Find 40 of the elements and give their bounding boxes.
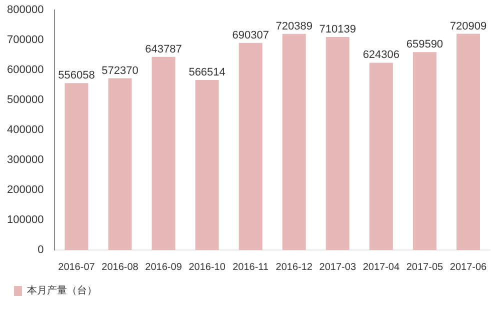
x-tick-label: 2016-07 bbox=[58, 262, 96, 273]
data-label: 720389 bbox=[276, 20, 312, 32]
bar bbox=[195, 80, 219, 250]
y-tick-label: 800000 bbox=[6, 4, 44, 16]
y-tick-label: 0 bbox=[38, 244, 44, 256]
legend-label: 本月产量（台） bbox=[27, 284, 97, 297]
x-tick-label: 2016-08 bbox=[102, 262, 139, 273]
bar bbox=[369, 62, 393, 250]
x-tick-label: 2016-12 bbox=[276, 262, 313, 273]
x-tick-label: 2016-10 bbox=[188, 262, 226, 273]
data-label: 556058 bbox=[58, 70, 95, 82]
x-tick-label: 2017-06 bbox=[450, 262, 488, 273]
y-tick-label: 200000 bbox=[6, 184, 44, 196]
y-tick-label: 300000 bbox=[6, 154, 44, 166]
bar bbox=[108, 78, 132, 250]
data-label: 566514 bbox=[188, 66, 226, 79]
bar bbox=[64, 83, 88, 250]
y-tick-label: 100000 bbox=[6, 214, 44, 226]
y-tick-label: 500000 bbox=[6, 94, 44, 106]
x-tick-label: 2017-04 bbox=[362, 262, 400, 273]
data-label: 572370 bbox=[102, 64, 138, 77]
x-tick-label: 2017-05 bbox=[406, 262, 444, 273]
bar bbox=[282, 34, 306, 250]
data-label: 710139 bbox=[319, 23, 356, 36]
data-label: 720909 bbox=[450, 20, 487, 32]
bar bbox=[152, 56, 176, 250]
data-label: 643787 bbox=[145, 43, 182, 56]
x-tick-label: 2016-11 bbox=[232, 262, 269, 273]
y-tick-label: 700000 bbox=[6, 34, 44, 46]
bar bbox=[456, 34, 480, 250]
bar bbox=[412, 52, 436, 250]
bar bbox=[238, 42, 262, 250]
y-tick-label: 400000 bbox=[6, 124, 44, 136]
x-tick-label: 2017-03 bbox=[319, 262, 356, 273]
y-tick-label: 600000 bbox=[6, 64, 44, 76]
data-label: 690307 bbox=[232, 29, 269, 42]
x-tick-label: 2016-09 bbox=[145, 262, 182, 273]
data-label: 659590 bbox=[406, 38, 444, 51]
bar bbox=[326, 36, 350, 250]
data-label: 624306 bbox=[362, 49, 400, 62]
